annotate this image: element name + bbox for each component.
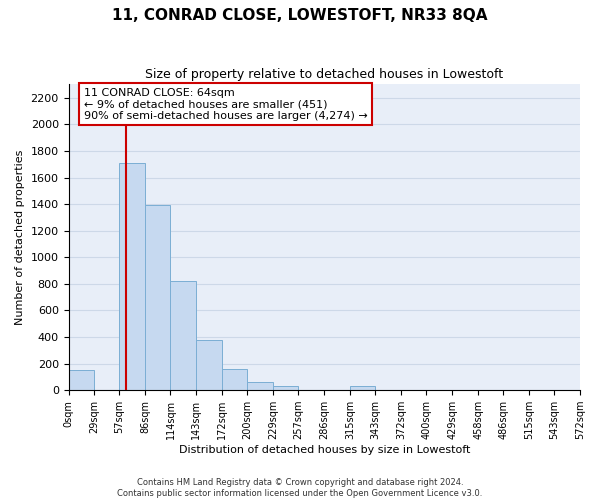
Bar [119, 163, 145, 390]
Y-axis label: Number of detached properties: Number of detached properties [15, 150, 25, 325]
Bar [273, 386, 298, 390]
Bar [350, 386, 375, 390]
Bar [68, 370, 94, 390]
Text: Contains HM Land Registry data © Crown copyright and database right 2024.
Contai: Contains HM Land Registry data © Crown c… [118, 478, 482, 498]
Title: Size of property relative to detached houses in Lowestoft: Size of property relative to detached ho… [145, 68, 503, 80]
Bar [145, 206, 170, 390]
Text: 11, CONRAD CLOSE, LOWESTOFT, NR33 8QA: 11, CONRAD CLOSE, LOWESTOFT, NR33 8QA [112, 8, 488, 22]
Bar [196, 340, 223, 390]
Bar [223, 369, 247, 390]
Bar [247, 382, 273, 390]
Text: 11 CONRAD CLOSE: 64sqm
← 9% of detached houses are smaller (451)
90% of semi-det: 11 CONRAD CLOSE: 64sqm ← 9% of detached … [84, 88, 368, 120]
Bar [170, 281, 196, 390]
X-axis label: Distribution of detached houses by size in Lowestoft: Distribution of detached houses by size … [179, 445, 470, 455]
